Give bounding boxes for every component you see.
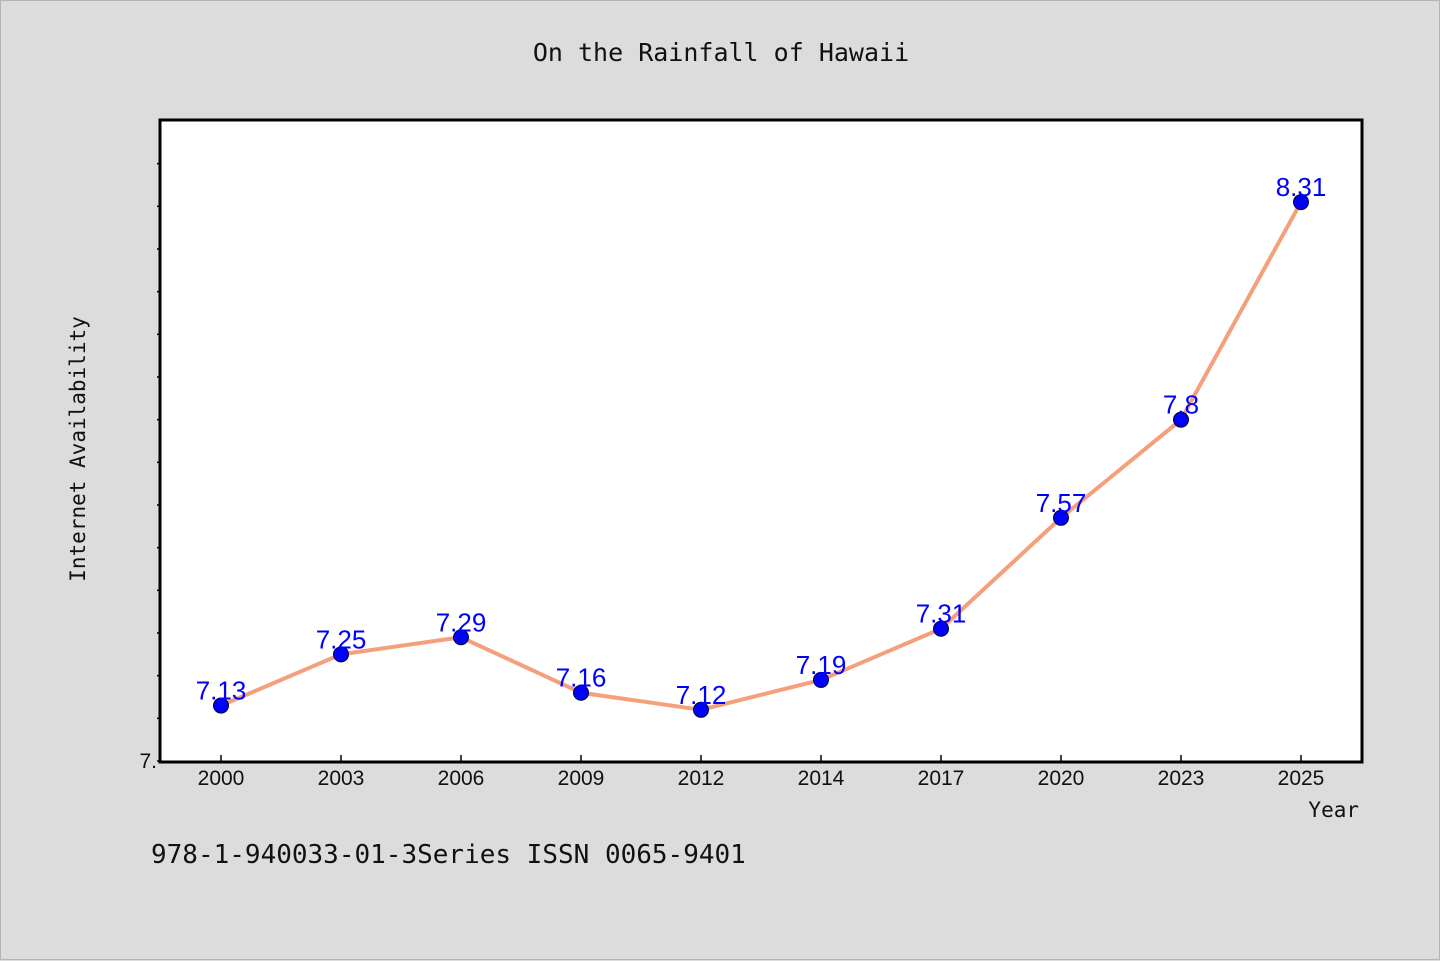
x-axis-label: Year	[1308, 798, 1359, 822]
data-label: 8.31	[1276, 172, 1327, 202]
series-layer	[219, 200, 1303, 712]
data-label: 7.8	[1163, 390, 1199, 420]
data-point	[813, 671, 829, 688]
data-label: 7.57	[1036, 488, 1087, 518]
data-label: 7.31	[916, 599, 967, 629]
data-label: 7.12	[676, 680, 727, 710]
chart-title: On the Rainfall of Hawaii	[533, 38, 909, 67]
x-tick-label: 2017	[918, 767, 965, 790]
data-point	[573, 684, 589, 701]
x-tick-label: 2000	[198, 767, 245, 790]
x-axis-ticks: 2000 2003 2006 2009 2012 2014 2017 2020 2023 2025	[198, 755, 1325, 790]
data-label-layer: 7.13 7.25 7.29 7.16 7.12 7.19 7.31 7.57 7.8 8.31	[196, 172, 1327, 710]
data-label: 7.19	[796, 650, 847, 680]
y-tick-label: 7.	[139, 750, 157, 773]
data-label: 7.13	[196, 676, 247, 706]
data-point	[693, 701, 709, 718]
series-line	[219, 200, 1303, 712]
x-tick-label: 2006	[438, 767, 485, 790]
data-label: 7.29	[436, 607, 487, 637]
y-axis-ticks: 7.	[139, 162, 161, 773]
y-axis-label: Internet Availability	[66, 316, 90, 582]
data-point	[1053, 509, 1069, 526]
data-point	[933, 620, 949, 637]
marker-layer	[213, 194, 1309, 718]
data-point	[1293, 194, 1309, 211]
data-label: 7.16	[556, 663, 607, 693]
data-point	[333, 646, 349, 663]
x-tick-label: 2009	[558, 767, 605, 790]
plot-area	[158, 118, 1364, 764]
x-tick-label: 2012	[678, 767, 725, 790]
data-point	[453, 629, 469, 646]
x-tick-label: 2023	[1158, 767, 1205, 790]
data-point	[1173, 411, 1189, 428]
x-tick-label: 2020	[1038, 767, 1085, 790]
data-point	[213, 697, 229, 714]
isbn-footer: 978-1-940033-01-3Series ISSN 0065-9401	[151, 840, 746, 870]
x-tick-label: 2014	[798, 767, 845, 790]
data-label: 7.25	[316, 624, 367, 654]
x-tick-label: 2003	[318, 767, 365, 790]
x-tick-label: 2025	[1278, 767, 1325, 790]
